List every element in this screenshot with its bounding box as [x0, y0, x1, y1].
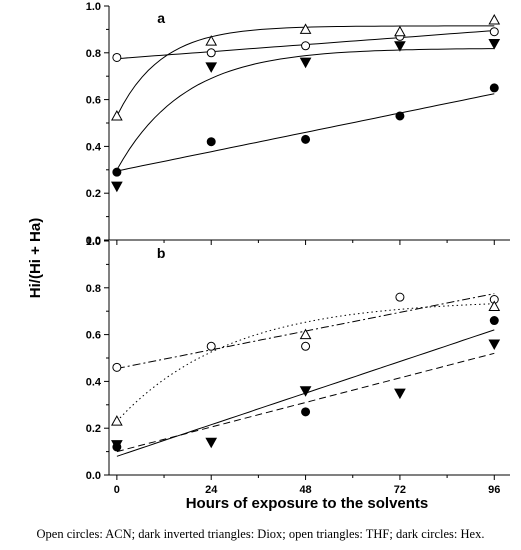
fit-curve-filled-inverted-triangle	[116, 48, 495, 171]
data-point-filled-circle	[489, 83, 499, 93]
y-axis-title: Hi/(Hi + Ha)	[27, 218, 44, 298]
y-tick-label: 0.8	[86, 48, 101, 60]
data-point-filled-circle	[206, 137, 216, 147]
y-tick-label: 0.4	[86, 141, 102, 153]
data-point-open-triangle	[111, 109, 123, 121]
data-point-filled-inverted-triangle	[205, 437, 218, 449]
y-tick-label: 0.0	[86, 470, 101, 482]
data-point-open-triangle	[488, 14, 501, 25]
fit-curve-filled-circle	[116, 93, 495, 172]
data-point-open-circle	[301, 341, 311, 351]
x-tick-label: 0	[114, 484, 120, 496]
fit-curve-open-triangle	[116, 25, 495, 117]
x-tick-label: 72	[394, 484, 406, 496]
x-tick-label: 48	[299, 484, 311, 496]
y-tick-label: 1.0	[86, 1, 101, 13]
panel-a: 0.0 0.2 0.4 0.6 0.8 1.0 a	[86, 1, 510, 247]
data-point-open-triangle	[111, 415, 123, 426]
data-point-open-triangle	[299, 23, 312, 34]
panel-label: b	[157, 245, 166, 261]
data-point-open-triangle	[488, 300, 501, 312]
data-point-filled-circle	[301, 134, 311, 144]
figure: 0.0 0.2 0.4 0.6 0.8 1.0 a 0.0 0.2 0.4 0.6 0.8 1.0 0 2…	[27, 1, 510, 512]
figure-caption: Open circles: ACN; dark inverted triangl…	[36, 527, 485, 541]
fit-curve-filled-inverted-triangle	[116, 352, 495, 453]
data-point-open-circle	[206, 48, 216, 58]
data-point-filled-inverted-triangle	[394, 41, 406, 52]
data-point-filled-inverted-triangle	[394, 388, 406, 400]
x-tick-label: 24	[205, 484, 218, 496]
data-point-open-circle	[112, 52, 122, 62]
data-point-open-triangle	[394, 25, 406, 37]
y-tick-label: 0.0	[86, 235, 101, 247]
data-point-filled-circle	[489, 316, 499, 326]
data-point-open-circle	[206, 341, 216, 351]
data-point-open-circle	[395, 292, 405, 302]
data-point-filled-circle	[395, 111, 405, 121]
x-tick-label: 96	[488, 484, 500, 496]
data-point-filled-inverted-triangle	[488, 38, 501, 50]
data-point-filled-inverted-triangle	[299, 57, 312, 69]
data-point-filled-circle	[112, 167, 122, 177]
y-tick-label: 0.2	[86, 423, 101, 435]
y-tick-label: 0.2	[86, 188, 101, 200]
data-point-filled-inverted-triangle	[488, 339, 501, 350]
data-point-open-triangle	[299, 328, 312, 340]
y-tick-label: 0.6	[86, 95, 101, 107]
fit-curve-open-triangle	[116, 303, 495, 422]
data-point-open-circle	[489, 27, 499, 37]
panel-label: a	[157, 10, 165, 26]
data-point-open-triangle	[205, 35, 218, 46]
y-tick-label: 1.0	[86, 236, 101, 248]
data-point-filled-inverted-triangle	[111, 181, 123, 193]
y-tick-label: 0.4	[86, 376, 102, 388]
y-tick-label: 0.8	[86, 283, 101, 295]
data-point-filled-circle	[112, 442, 122, 452]
x-axis-title: Hours of exposure to the solvents	[186, 495, 429, 512]
y-tick-label: 0.6	[86, 330, 101, 342]
data-point-open-circle	[112, 362, 122, 372]
data-point-filled-inverted-triangle	[205, 62, 218, 73]
data-point-filled-inverted-triangle	[299, 386, 312, 397]
data-point-filled-circle	[301, 407, 311, 417]
panel-b: 0.0 0.2 0.4 0.6 0.8 1.0 0 24 48 72 96 b	[86, 236, 510, 496]
data-point-open-circle	[301, 41, 311, 51]
